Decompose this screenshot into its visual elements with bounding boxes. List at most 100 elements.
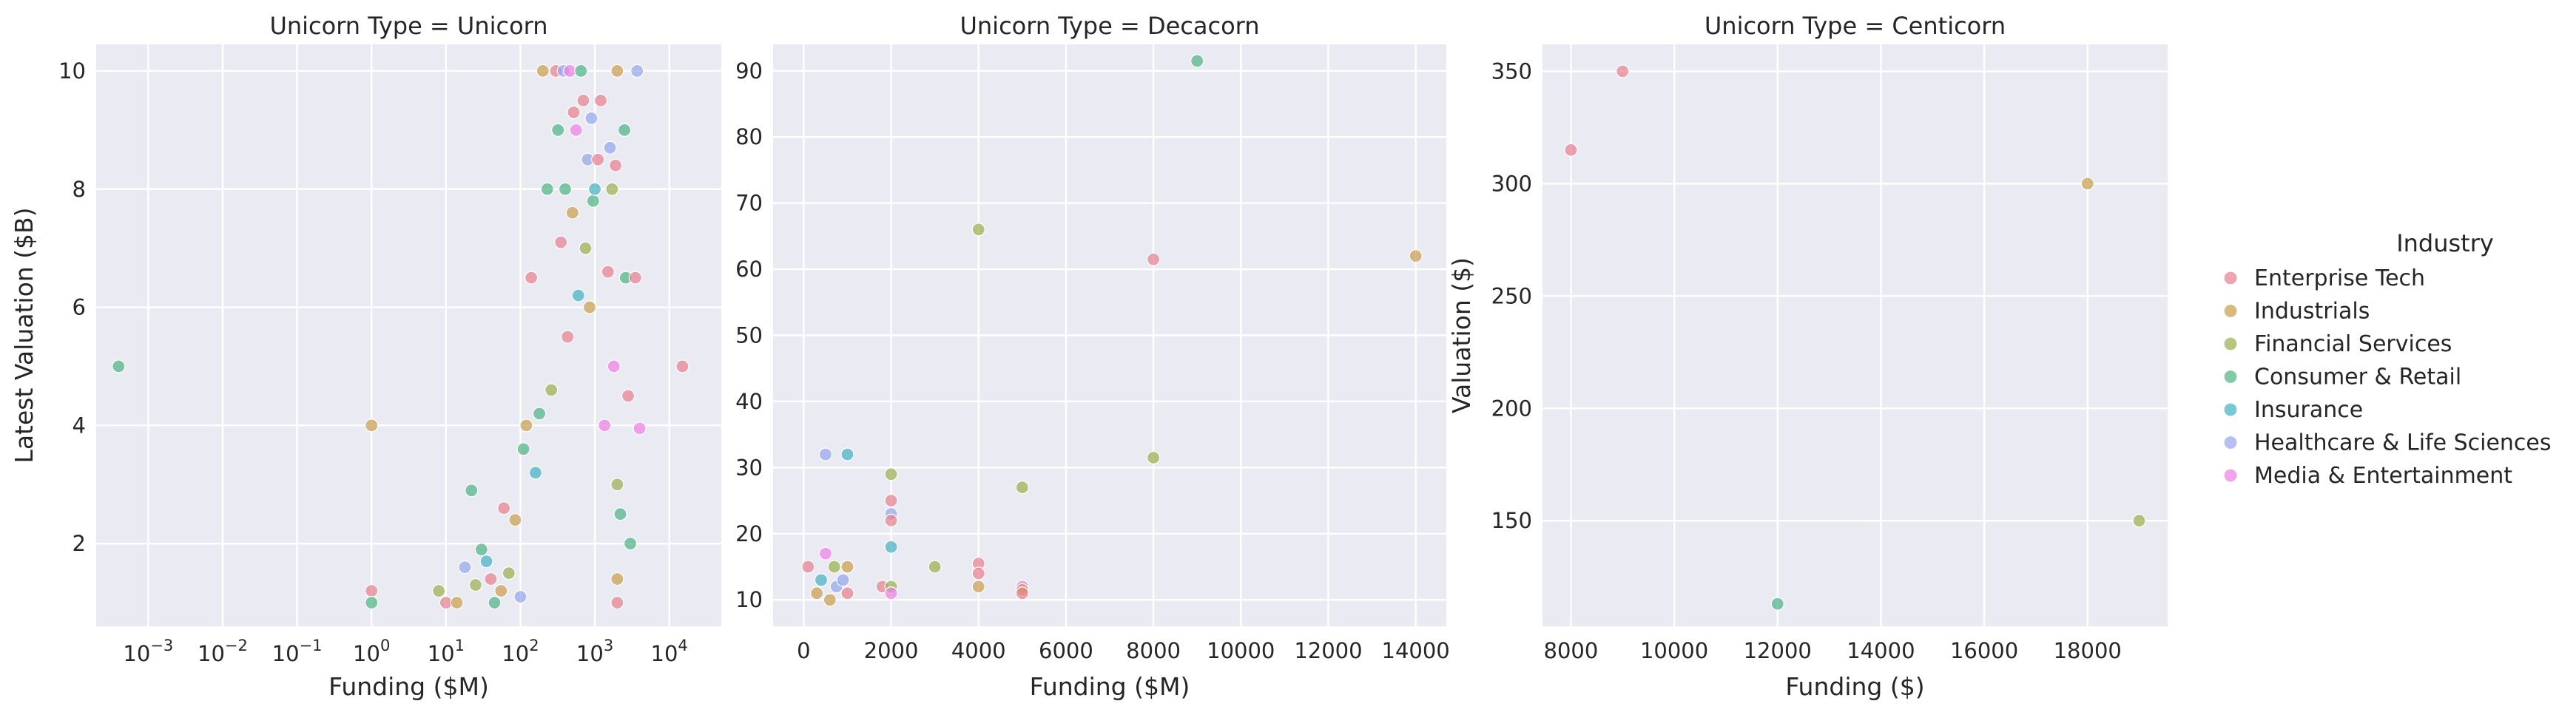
data-point <box>458 560 472 575</box>
data-point <box>928 560 942 574</box>
data-point <box>801 560 815 574</box>
scatter-panel-3: 8000 10000 12000 14000 16000 18000 150 200 250 30… <box>1447 12 2168 701</box>
x-tick-label: 100 <box>353 637 390 666</box>
data-point <box>365 419 379 433</box>
legend-item: Industrials <box>2223 299 2370 325</box>
x-tick-label: 4000 <box>951 638 1006 663</box>
data-point <box>567 105 581 119</box>
data-point <box>610 595 624 610</box>
legend-marker <box>2223 271 2238 285</box>
legend-item: Financial Services <box>2223 331 2452 357</box>
data-point <box>628 271 642 285</box>
data-point <box>809 586 824 600</box>
legend-label: Industrials <box>2254 299 2370 325</box>
x-tick-label: 2000 <box>864 638 919 663</box>
y-tick-label: 2 <box>73 531 86 556</box>
data-point <box>1770 597 1784 611</box>
data-point <box>497 501 511 515</box>
data-point <box>365 583 379 598</box>
data-point <box>675 359 689 373</box>
data-point <box>633 421 647 436</box>
data-point <box>516 442 530 456</box>
data-point <box>840 447 854 461</box>
data-point <box>884 540 898 554</box>
data-point <box>586 194 600 208</box>
data-point <box>554 235 568 249</box>
legend-marker <box>2223 402 2238 417</box>
legend-item: Consumer & Retail <box>2223 365 2461 390</box>
data-point <box>840 586 854 600</box>
data-point <box>519 419 533 433</box>
legend-item: Enterprise Tech <box>2223 265 2425 291</box>
data-point <box>591 152 605 166</box>
x-tick-label: 16000 <box>1950 638 2018 663</box>
x-tick-label: 12000 <box>1294 638 1362 663</box>
x-axis-label: Funding ($M) <box>328 672 489 701</box>
legend: Industry Enterprise Tech Industrials Financ… <box>2223 229 2552 489</box>
legend-marker <box>2223 336 2238 351</box>
y-tick-label: 8 <box>73 177 86 202</box>
data-point <box>601 265 615 279</box>
data-point <box>450 595 464 610</box>
legend-item: Healthcare & Life Sciences <box>2223 430 2552 456</box>
data-point <box>1409 249 1423 263</box>
y-axis-label: Latest Valuation ($B) <box>10 207 38 463</box>
x-tick-label: 10−2 <box>198 637 248 666</box>
data-point <box>623 537 638 551</box>
data-point <box>610 64 624 78</box>
data-point <box>836 573 850 587</box>
data-point <box>494 583 508 598</box>
x-tick-label: 101 <box>428 637 465 666</box>
data-point <box>1015 586 1029 600</box>
x-tick-label: 8000 <box>1126 638 1181 663</box>
data-point <box>2080 177 2094 191</box>
data-point <box>579 241 593 255</box>
data-point <box>565 206 579 220</box>
data-point <box>2132 514 2146 528</box>
legend-marker <box>2223 303 2238 319</box>
x-tick-label: 10−1 <box>272 637 323 666</box>
data-point <box>598 419 612 433</box>
legend-label: Healthcare & Life Sciences <box>2254 430 2552 456</box>
data-point <box>607 359 621 373</box>
data-point <box>818 447 833 461</box>
data-point <box>479 555 493 569</box>
data-point <box>582 300 597 314</box>
legend-label: Media & Entertainment <box>2254 463 2512 489</box>
y-tick-label: 40 <box>735 389 763 414</box>
data-point <box>1146 252 1161 266</box>
data-point <box>465 484 479 498</box>
legend-marker <box>2223 369 2238 385</box>
x-tick-label: 6000 <box>1039 638 1093 663</box>
data-point <box>610 572 624 586</box>
legend-marker <box>2223 468 2238 483</box>
data-point <box>431 583 446 598</box>
data-point <box>884 467 898 481</box>
legend-marker <box>2223 435 2238 450</box>
data-point <box>112 359 126 373</box>
data-point <box>971 580 985 594</box>
x-tick-label: 12000 <box>1744 638 1812 663</box>
data-point <box>536 64 550 78</box>
data-point <box>603 140 617 155</box>
y-tick-label: 4 <box>73 413 86 438</box>
legend-item: Insurance <box>2223 397 2363 423</box>
data-point <box>613 507 627 521</box>
data-point <box>571 288 585 302</box>
legend-label: Insurance <box>2254 397 2363 423</box>
data-point <box>528 466 543 480</box>
data-point <box>823 593 837 607</box>
data-point <box>1616 64 1630 78</box>
data-point <box>621 389 635 403</box>
x-tick-label: 0 <box>797 638 810 663</box>
data-point <box>513 589 527 604</box>
y-tick-label: 80 <box>735 124 763 149</box>
legend-item: Media & Entertainment <box>2223 463 2512 489</box>
panel-title: Unicorn Type = Decacorn <box>960 12 1259 40</box>
x-tick-label: 102 <box>502 637 539 666</box>
data-point <box>574 64 588 78</box>
y-tick-label: 150 <box>1491 508 1532 533</box>
data-point <box>593 93 608 108</box>
data-point <box>525 271 539 285</box>
legend-label: Financial Services <box>2254 331 2452 357</box>
